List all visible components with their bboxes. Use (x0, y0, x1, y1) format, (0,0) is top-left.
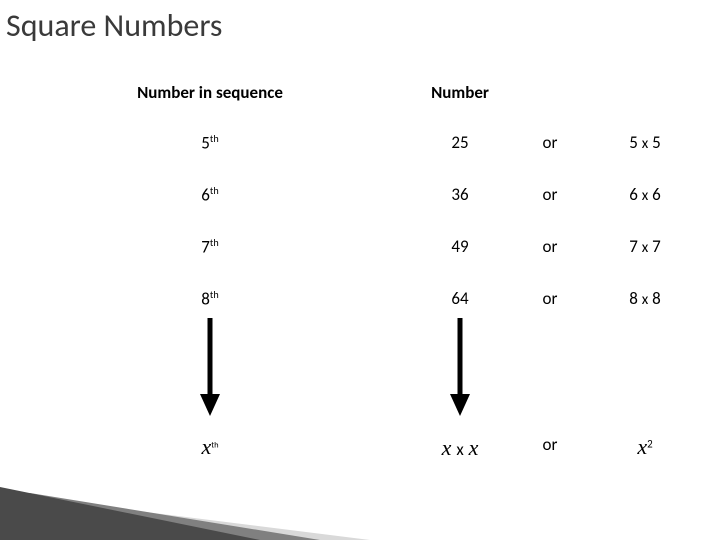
factor-b: 5 (652, 132, 661, 153)
value-cell: 36 (410, 184, 510, 205)
exponent: 2 (647, 437, 653, 450)
times-icon: x (642, 291, 649, 309)
variable-x: x (469, 435, 479, 460)
product-cell: 6 x 6 (595, 184, 695, 205)
sequence-cell: 6th (90, 184, 330, 206)
ordinal-base: 5 (201, 133, 210, 154)
or-cell: or (520, 288, 580, 309)
times-icon: x (642, 187, 649, 205)
header-number: Number (410, 82, 510, 103)
or-cell: or (520, 132, 580, 153)
arrow-down-icon (199, 318, 221, 421)
product-cell-general: x2 (595, 434, 695, 460)
ordinal-base: 8 (201, 289, 210, 310)
factor-a: 8 (629, 288, 638, 309)
factor-a: 6 (629, 184, 638, 205)
product-cell: 5 x 5 (595, 132, 695, 153)
factor-b: 8 (652, 288, 661, 309)
decorative-wedge (0, 465, 370, 540)
times-icon: x (642, 135, 649, 153)
ordinal-suffix: th (210, 132, 219, 145)
value-cell: 25 (410, 132, 510, 153)
value-cell: 64 (410, 288, 510, 309)
variable-x: x (201, 434, 211, 459)
variable-x: x (637, 434, 647, 459)
sequence-cell: 7th (90, 236, 330, 258)
sequence-cell: 5th (90, 132, 330, 154)
arrow-down-icon (449, 318, 471, 421)
ordinal-base: 6 (201, 185, 210, 206)
page-title: Square Numbers (6, 6, 222, 45)
value-cell-general: x x x (410, 434, 510, 461)
sequence-cell: 8th (90, 288, 330, 310)
factor-a: 7 (629, 236, 638, 257)
times-icon: x (642, 239, 649, 257)
factor-b: 7 (652, 236, 661, 257)
factor-a: 5 (629, 132, 638, 153)
times-icon: x (456, 439, 463, 460)
or-cell: or (520, 184, 580, 205)
or-cell: or (520, 236, 580, 257)
ordinal-suffix: th (210, 288, 219, 301)
ordinal-suffix: th (210, 236, 219, 249)
value-cell: 49 (410, 236, 510, 257)
ordinal-suffix: th (210, 184, 219, 197)
ordinal-base: 7 (201, 237, 210, 258)
or-cell: or (520, 434, 580, 455)
product-cell: 8 x 8 (595, 288, 695, 309)
sequence-cell-general: xth (90, 434, 330, 460)
variable-x: x (442, 435, 452, 460)
ordinal-suffix: th (211, 440, 218, 450)
header-sequence: Number in sequence (90, 82, 330, 103)
factor-b: 6 (652, 184, 661, 205)
product-cell: 7 x 7 (595, 236, 695, 257)
